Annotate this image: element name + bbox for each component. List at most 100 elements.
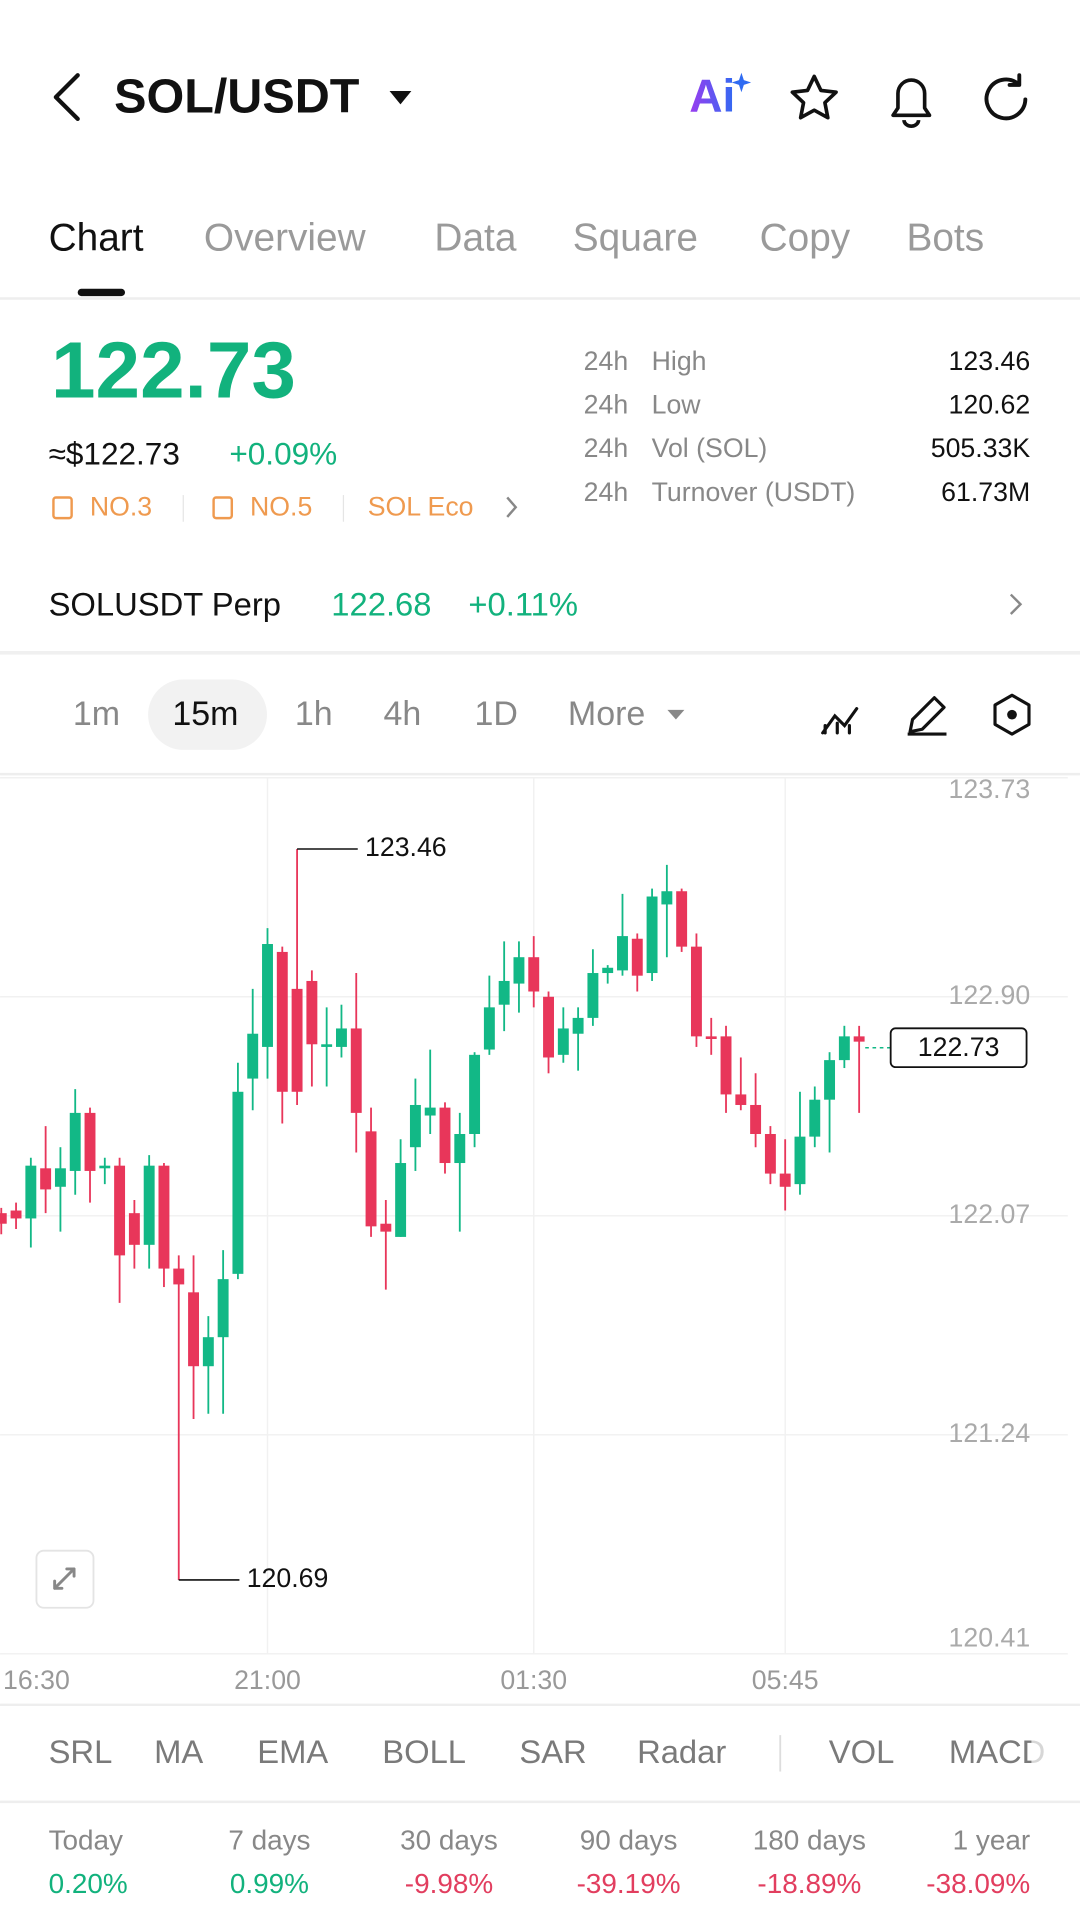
candle-body xyxy=(143,1165,155,1245)
candle-body xyxy=(528,957,540,992)
candle-body xyxy=(380,1223,392,1232)
tab[interactable]: Bots xyxy=(906,216,984,259)
x-tick-label: 05:45 xyxy=(752,1665,819,1695)
candle-body xyxy=(54,1168,66,1187)
candle-body xyxy=(335,1028,347,1047)
y-tick-label: 122.90 xyxy=(949,980,1031,1010)
timeframe[interactable]: 15m xyxy=(172,695,238,733)
indicator-tool[interactable] xyxy=(821,707,859,735)
candle-body xyxy=(84,1112,96,1171)
candle-body xyxy=(483,1007,495,1050)
candle-body xyxy=(513,957,525,984)
expand-icon xyxy=(53,1567,76,1590)
candle-body xyxy=(824,1060,836,1100)
perf-label: 1 year xyxy=(953,1824,1031,1855)
perf-label: 180 days xyxy=(753,1824,866,1855)
stat-period: 24h xyxy=(584,346,629,376)
candle-body xyxy=(557,1028,569,1055)
badge[interactable]: NO.5 xyxy=(250,491,312,521)
perf-value: -39.19% xyxy=(577,1868,681,1899)
candle-body xyxy=(202,1337,214,1367)
more-dropdown xyxy=(667,709,685,720)
timeframe[interactable]: 4h xyxy=(383,695,421,733)
perp-change: +0.11% xyxy=(468,585,578,622)
timeframe[interactable]: 1D xyxy=(474,695,517,733)
back-button[interactable] xyxy=(53,73,80,122)
indicator[interactable]: Radar xyxy=(637,1733,726,1770)
x-tick-label: 01:30 xyxy=(500,1665,567,1695)
tab[interactable]: Data xyxy=(434,216,516,259)
x-tick-label: 21:00 xyxy=(234,1665,301,1695)
stat-value: 120.62 xyxy=(949,390,1031,420)
candle-body xyxy=(646,896,658,974)
candle-body xyxy=(454,1134,466,1164)
indicator[interactable]: EMA xyxy=(257,1733,328,1770)
indicator[interactable]: MACD xyxy=(949,1733,1045,1770)
candle-body xyxy=(794,1136,806,1185)
favorite-button[interactable] xyxy=(790,74,838,120)
pair-dropdown[interactable] xyxy=(389,91,412,105)
y-tick-label: 120.41 xyxy=(949,1622,1031,1652)
candle-body xyxy=(365,1131,377,1227)
candle-body xyxy=(262,944,273,1047)
settings-tool[interactable] xyxy=(993,693,1031,736)
draw-tool[interactable] xyxy=(907,696,947,736)
candle-body xyxy=(779,1173,791,1187)
candle-body xyxy=(69,1112,81,1171)
y-tick-label: 123.73 xyxy=(949,774,1031,804)
pair-title[interactable]: SOL/USDT xyxy=(114,69,360,123)
candle-body xyxy=(291,988,303,1092)
stat-period: 24h xyxy=(584,477,629,507)
indicator[interactable]: SRL xyxy=(49,1733,113,1770)
timeframe[interactable]: More xyxy=(568,695,645,733)
candle-body xyxy=(631,938,643,976)
candle-body xyxy=(617,936,628,971)
usd-price: ≈$122.73 xyxy=(49,436,180,472)
timeframe-active-bg xyxy=(148,679,267,750)
candle-body xyxy=(838,1036,850,1061)
perf-value: 0.99% xyxy=(230,1868,309,1899)
candle-body xyxy=(735,1094,747,1105)
candle-body xyxy=(395,1163,407,1237)
candle-body xyxy=(114,1165,126,1256)
candle-body xyxy=(25,1165,37,1219)
indicator[interactable]: BOLL xyxy=(382,1733,466,1770)
badge[interactable]: SOL Eco xyxy=(368,491,474,521)
candle-body xyxy=(247,1033,259,1079)
perp-name[interactable]: SOLUSDT Perp xyxy=(49,585,281,622)
low-marker-label: 120.69 xyxy=(247,1563,329,1593)
candle-body xyxy=(128,1213,140,1245)
indicator[interactable]: MA xyxy=(154,1733,203,1770)
candle-body xyxy=(276,951,288,1092)
candle-body xyxy=(217,1279,229,1338)
timeframe[interactable]: 1m xyxy=(73,695,120,733)
rank-icon xyxy=(52,496,73,520)
stat-value: 61.73M xyxy=(941,477,1030,507)
ai-button[interactable]: Ai xyxy=(689,70,735,122)
alert-button[interactable] xyxy=(891,78,932,128)
badge[interactable]: NO.3 xyxy=(90,491,152,521)
candle-body xyxy=(306,980,318,1045)
last-price-box xyxy=(889,1027,1028,1069)
timeframe[interactable]: 1h xyxy=(295,695,333,733)
candle-body xyxy=(676,891,688,947)
tab[interactable]: Copy xyxy=(760,216,851,259)
stat-label: Low xyxy=(652,390,702,420)
candle-body xyxy=(809,1099,821,1137)
stat-value: 123.46 xyxy=(949,346,1031,376)
last-price-label: 122.73 xyxy=(918,1032,1000,1062)
candle-body xyxy=(853,1036,865,1042)
tab[interactable]: Overview xyxy=(204,216,367,259)
perf-value: -18.89% xyxy=(757,1868,861,1899)
tab[interactable]: Chart xyxy=(49,216,144,259)
badge-chevron xyxy=(506,496,518,518)
share-button[interactable] xyxy=(984,73,1028,121)
indicator[interactable]: VOL xyxy=(829,1733,895,1770)
tab[interactable]: Square xyxy=(573,216,698,259)
indicator[interactable]: SAR xyxy=(519,1733,586,1770)
stat-period: 24h xyxy=(584,390,629,420)
candle-body xyxy=(543,996,554,1058)
